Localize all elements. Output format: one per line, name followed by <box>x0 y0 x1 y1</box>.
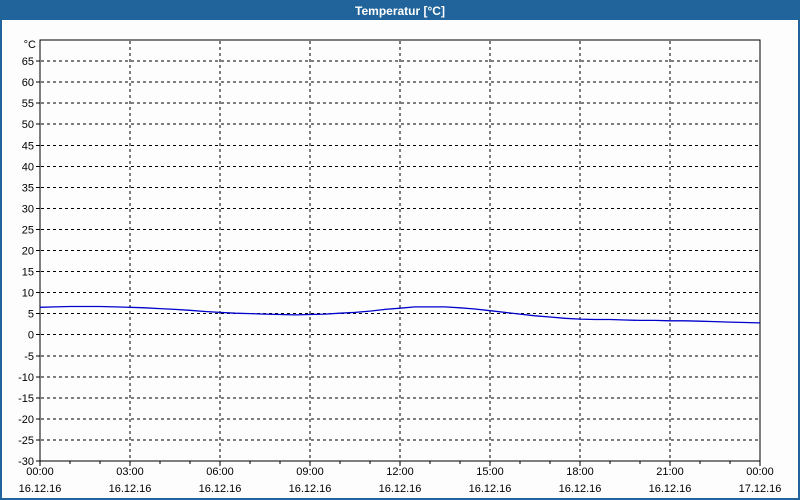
y-tick-label: -25 <box>18 435 34 447</box>
x-tick-date-label: 16.12.16 <box>469 483 512 495</box>
y-tick-label: -15 <box>18 393 34 405</box>
y-tick-label: 40 <box>22 161 34 173</box>
y-tick-label: -30 <box>18 456 34 468</box>
x-tick-time-label: 12:00 <box>386 466 414 478</box>
plot-border <box>39 39 761 462</box>
x-tick-date-label: 16.12.16 <box>649 483 692 495</box>
y-tick-label: 10 <box>22 288 34 300</box>
y-tick-label: 25 <box>22 224 34 236</box>
chart-area: 65 60 55 50 45 40 35 30 25 20 15 10 5 0 -5 -10 -15 -20 -25… <box>2 20 798 498</box>
window-titlebar[interactable]: Temperatur [°C] <box>2 2 798 20</box>
x-tick-date-label: 16.12.16 <box>109 483 152 495</box>
y-tick-label: 30 <box>22 203 34 215</box>
temperature-chart: 65605550454035302520151050-5-10-15-20-25… <box>18 39 782 495</box>
x-tick-time-label: 03:00 <box>116 466 144 478</box>
y-tick-label: 50 <box>22 119 34 131</box>
y-tick-label: 65 <box>22 56 34 68</box>
y-tick-label: 55 <box>22 98 34 110</box>
y-tick-label: 5 <box>28 309 34 321</box>
x-tick-date-label: 17.12.16 <box>739 483 782 495</box>
y-tick-label: 20 <box>22 246 34 258</box>
x-tick-time-label: 21:00 <box>656 466 684 478</box>
x-tick-time-label: 09:00 <box>296 466 324 478</box>
y-axis-unit-label: °C <box>24 39 36 51</box>
x-tick-date-label: 16.12.16 <box>289 483 332 495</box>
y-tick-label: -20 <box>18 414 34 426</box>
x-tick-time-label: 06:00 <box>206 466 234 478</box>
y-tick-label: 45 <box>22 140 34 152</box>
x-tick-time-label: 18:00 <box>566 466 594 478</box>
y-tick-label: -5 <box>24 351 34 363</box>
y-tick-label: 0 <box>28 330 34 342</box>
y-tick-label: -10 <box>18 372 34 384</box>
x-tick-time-label: 00:00 <box>746 466 774 478</box>
x-tick-date-label: 16.12.16 <box>379 483 422 495</box>
y-tick-label: 60 <box>22 77 34 89</box>
x-tick-date-label: 16.12.16 <box>19 483 62 495</box>
y-tick-label: 35 <box>22 182 34 194</box>
x-tick-time-label: 00:00 <box>26 466 54 478</box>
window-title: Temperatur [°C] <box>355 4 445 18</box>
x-tick-date-label: 16.12.16 <box>559 483 602 495</box>
x-tick-date-label: 16.12.16 <box>199 483 242 495</box>
temperature-line <box>39 305 761 324</box>
y-tick-label: 15 <box>22 267 34 279</box>
x-tick-time-label: 15:00 <box>476 466 504 478</box>
